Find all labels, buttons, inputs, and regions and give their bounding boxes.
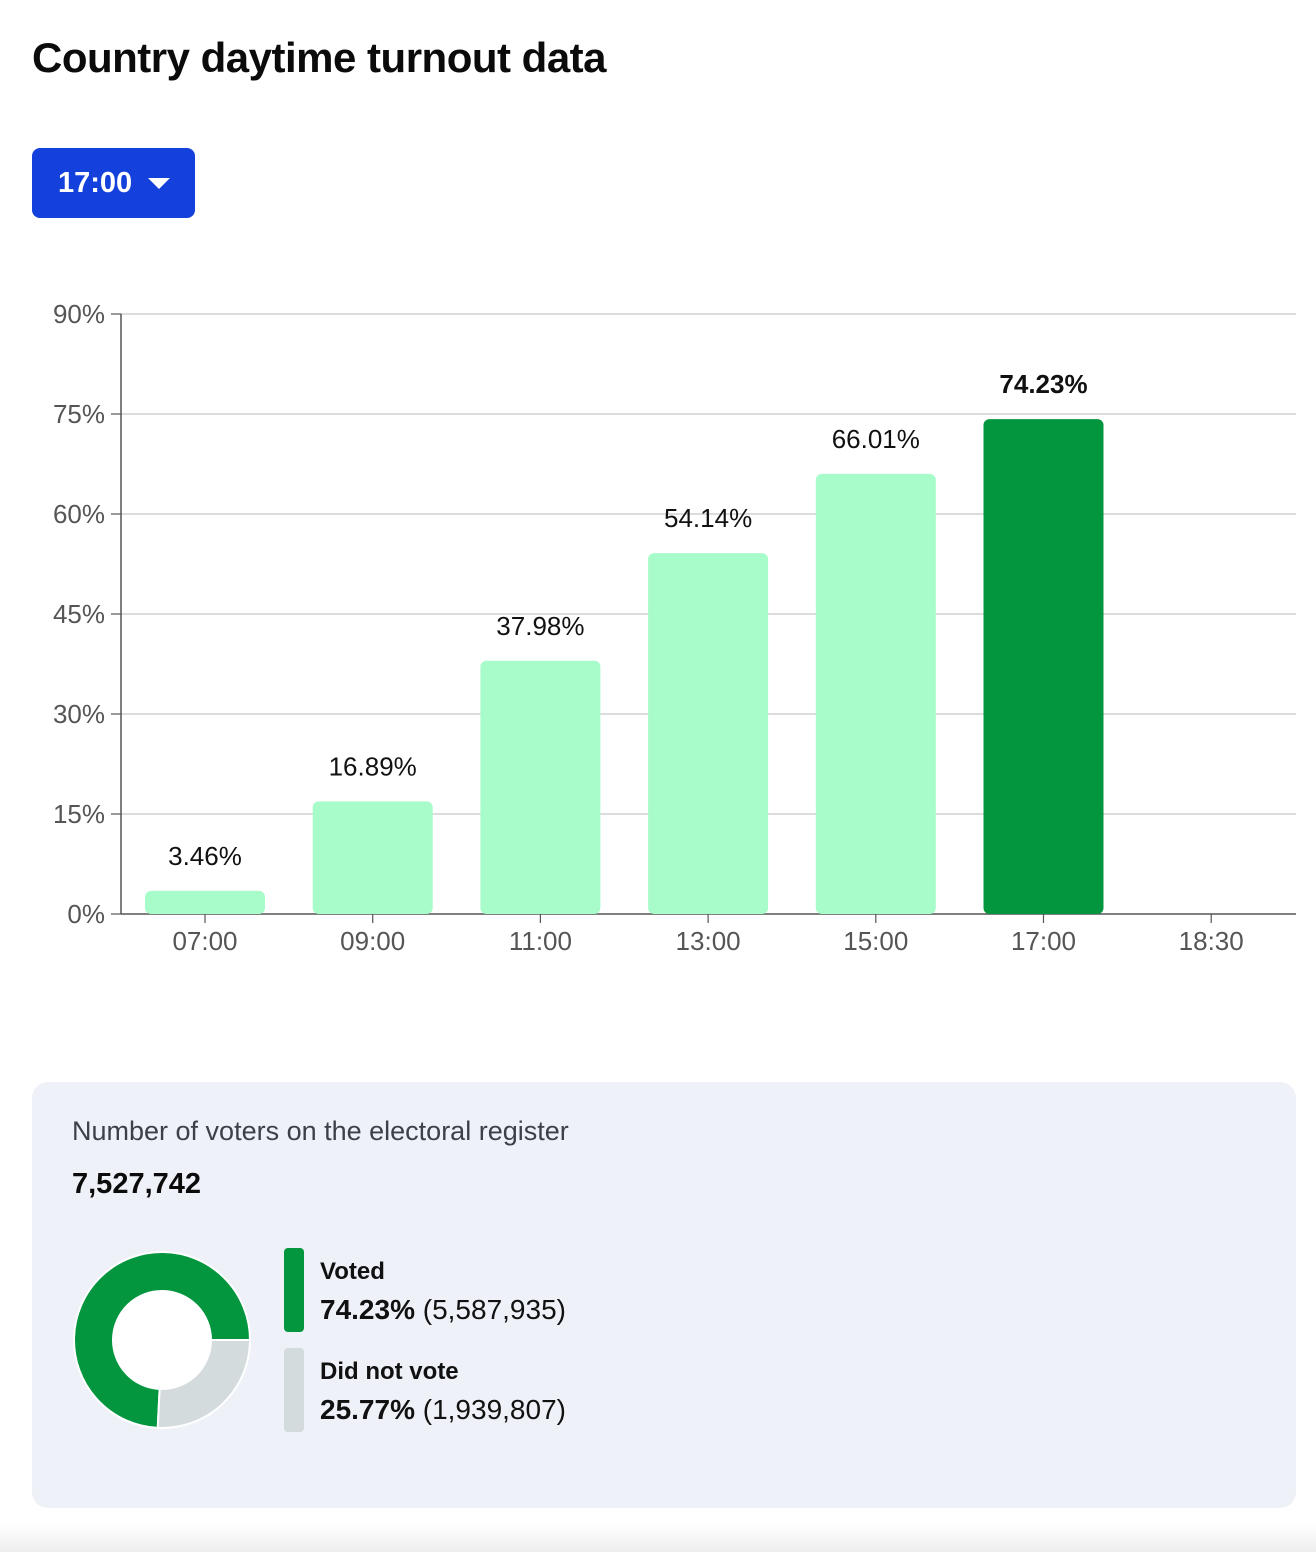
bar-1300[interactable] <box>648 553 769 914</box>
turnout-donut-chart <box>73 1251 252 1429</box>
donut-hole <box>113 1291 211 1389</box>
data-label: 3.46% <box>168 841 242 871</box>
data-label: 37.98% <box>496 611 584 641</box>
legend-percent-voted: 74.23% <box>320 1294 415 1325</box>
data-label: 66.01% <box>832 424 920 454</box>
data-label: 74.23% <box>999 369 1087 399</box>
time-select-value: 17:00 <box>58 166 133 199</box>
x-tick-label: 17:00 <box>1011 926 1076 956</box>
bar-1700[interactable] <box>983 419 1104 914</box>
data-label: 16.89% <box>329 751 417 781</box>
legend-swatch-voted <box>284 1248 304 1332</box>
legend-value-voted: 74.23% (5,587,935) <box>320 1294 566 1326</box>
register-label: Number of voters on the electoral regist… <box>72 1116 569 1146</box>
y-tick-label: 30% <box>53 699 105 729</box>
legend-value-did-not-vote: 25.77% (1,939,807) <box>320 1394 566 1426</box>
legend-swatch-did-not-vote <box>284 1348 304 1432</box>
y-tick-label: 75% <box>53 399 105 429</box>
caret-down-icon <box>148 177 171 189</box>
data-label: 54.14% <box>664 503 752 533</box>
x-tick-label: 18:30 <box>1179 926 1244 956</box>
y-tick-label: 0% <box>67 899 105 929</box>
turnout-bar-chart: 0% 15% 30% 45% 60% 75% 90% 07:00 3.46% 09:00 16.89… <box>53 299 1296 956</box>
x-tick-label: 09:00 <box>340 926 405 956</box>
x-tick-label: 13:00 <box>676 926 741 956</box>
bottom-fade <box>0 1524 1316 1552</box>
x-tick-label: 07:00 <box>172 926 237 956</box>
summary-panel: Number of voters on the electoral regist… <box>32 1082 1296 1508</box>
legend-count-voted: (5,587,935) <box>422 1294 566 1325</box>
page-title: Country daytime turnout data <box>32 34 607 81</box>
bar-0700[interactable] <box>145 890 265 914</box>
y-tick-label: 45% <box>53 599 105 629</box>
time-select-dropdown[interactable]: 17:00 <box>32 148 195 218</box>
bar-0900[interactable] <box>312 801 433 914</box>
y-tick-label: 60% <box>53 499 105 529</box>
x-tick-label: 11:00 <box>509 926 572 956</box>
register-value: 7,527,742 <box>72 1168 202 1200</box>
legend-label-did-not-vote: Did not vote <box>320 1358 459 1385</box>
y-tick-label: 15% <box>53 799 105 829</box>
y-tick-label: 90% <box>53 299 105 329</box>
bar-1500[interactable] <box>815 473 936 914</box>
legend-label-voted: Voted <box>320 1258 385 1285</box>
legend-percent-did-not-vote: 25.77% <box>320 1394 415 1425</box>
legend-count-did-not-vote: (1,939,807) <box>422 1394 566 1425</box>
bar-1100[interactable] <box>480 660 601 914</box>
x-tick-label: 15:00 <box>843 926 908 956</box>
